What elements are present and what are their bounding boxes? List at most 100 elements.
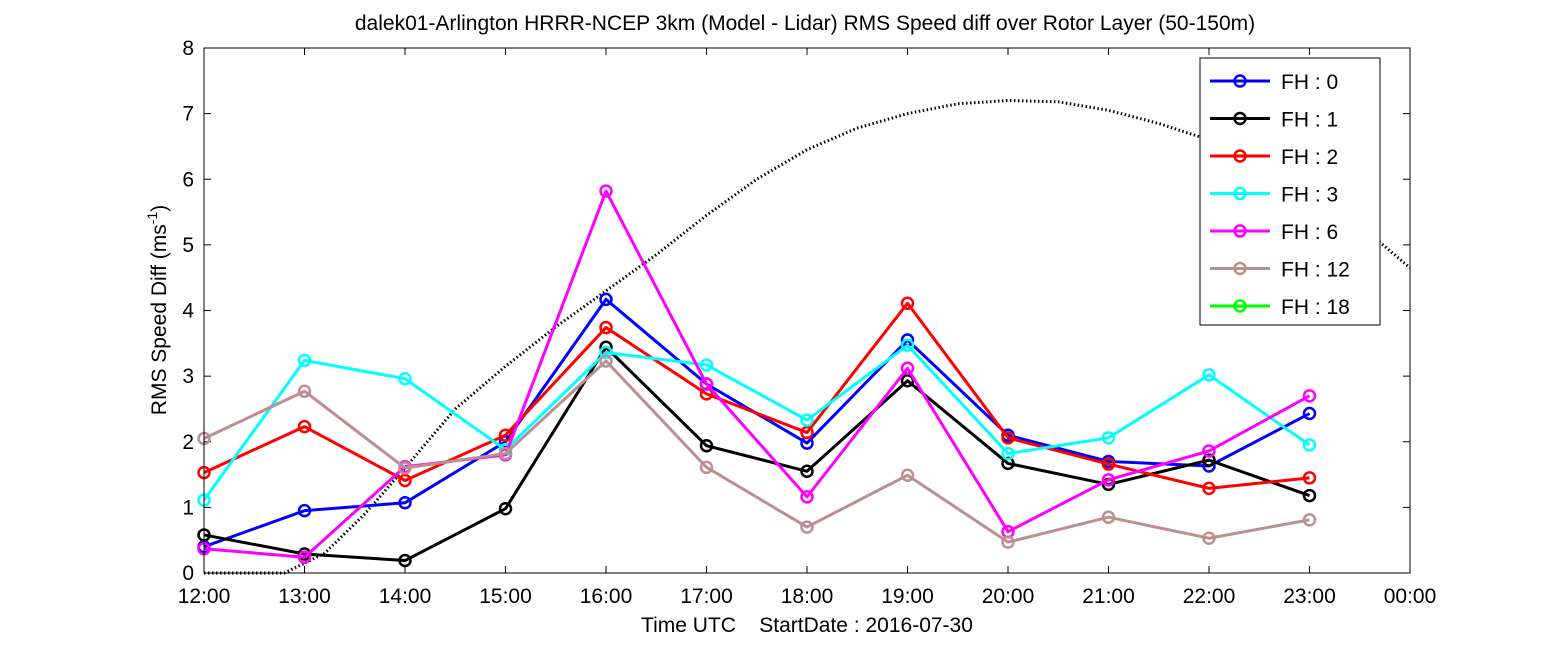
x-axis-label: Time UTC StartDate : 2016-07-30 [641, 614, 973, 637]
x-tick-label: 22:00 [1183, 585, 1236, 608]
y-tick-label: 6 [182, 168, 194, 191]
data-point [800, 464, 814, 479]
data-point [498, 446, 513, 461]
data-point [297, 550, 312, 564]
legend-label: FH : 3 [1281, 184, 1338, 207]
series-fh-12 [197, 354, 1317, 549]
data-point [1302, 513, 1317, 527]
data-point [1202, 531, 1216, 545]
x-tick-label: 13:00 [278, 585, 331, 608]
data-point [699, 438, 714, 453]
data-point [599, 292, 613, 307]
x-tick-label: 18:00 [781, 585, 834, 608]
x-tick-label: 19:00 [881, 585, 934, 608]
data-point [1202, 481, 1216, 496]
series-line [203, 189, 1311, 559]
y-tick-label: 7 [182, 103, 194, 126]
data-point [297, 384, 312, 398]
legend-label: FH : 6 [1281, 221, 1338, 244]
legend-marker [1233, 111, 1247, 126]
data-point [800, 490, 814, 504]
x-tick-label: 21:00 [1082, 585, 1135, 608]
data-point [1001, 431, 1015, 445]
series-line [203, 359, 1310, 544]
series-group [197, 184, 1317, 568]
data-point [900, 296, 915, 311]
data-point [900, 468, 915, 482]
legend-label: FH : 12 [1281, 259, 1350, 282]
data-point [1001, 446, 1015, 461]
y-axis-label: RMS Speed Diff (ms-1) [144, 205, 171, 415]
data-point [1302, 438, 1317, 452]
legend-marker [1233, 74, 1247, 88]
data-point [699, 460, 714, 475]
data-point [599, 184, 613, 198]
data-point [297, 353, 312, 368]
legend-label: FH : 1 [1281, 109, 1338, 132]
data-point [800, 425, 814, 440]
legend-marker [1233, 224, 1247, 238]
data-point [498, 501, 513, 516]
x-tick-label: 00:00 [1384, 585, 1437, 608]
series-line [203, 301, 1310, 490]
data-point [599, 345, 613, 360]
legend-marker [1233, 299, 1247, 313]
x-tick-label: 16:00 [580, 585, 633, 608]
data-point [1302, 471, 1317, 485]
data-point [699, 377, 714, 391]
y-tick-label: 1 [182, 496, 194, 519]
y-axis-label-end: ) [148, 205, 171, 212]
data-point [1302, 406, 1317, 421]
legend-marker [1233, 261, 1247, 276]
y-tick-label: 2 [182, 431, 194, 454]
data-point [297, 419, 312, 434]
data-point [699, 358, 714, 372]
data-point [599, 320, 613, 335]
data-point [297, 503, 312, 518]
y-tick-label: 4 [182, 300, 194, 323]
legend-marker [1233, 186, 1247, 201]
y-tick-label: 0 [182, 562, 194, 585]
data-point [1101, 457, 1116, 471]
data-point [900, 338, 915, 353]
legend-marker [1233, 149, 1247, 163]
data-point [1202, 368, 1216, 382]
data-point [800, 520, 814, 534]
legend-label: FH : 2 [1281, 146, 1338, 169]
data-point [800, 413, 814, 427]
x-tick-label: 17:00 [680, 585, 733, 608]
y-tick-label: 3 [182, 365, 194, 388]
data-point [398, 473, 412, 488]
axes: 12:00 13:00 14:00 15:00 16:00 17:00 18:00 19:00… [178, 37, 1437, 608]
x-tick-label: 15:00 [479, 585, 532, 608]
legend-label: FH : 18 [1281, 296, 1350, 319]
data-point [398, 553, 412, 568]
legend-label: FH : 0 [1281, 71, 1338, 94]
chart-title: dalek01-Arlington HRRR-NCEP 3km (Model -… [355, 12, 1255, 35]
series-line [202, 343, 1311, 502]
legend-box [1199, 57, 1381, 326]
data-point [1101, 431, 1116, 445]
data-point [900, 373, 915, 388]
data-point [1101, 510, 1116, 524]
data-point [398, 496, 412, 510]
x-tick-label: 14:00 [379, 585, 432, 608]
legend: FH : 0 FH : 1 FH : 2 FH : 3 FH : 6 FH : 12 FH … [1199, 57, 1381, 326]
data-point [1202, 453, 1216, 467]
series-fh-3 [197, 338, 1317, 507]
data-point [1302, 389, 1317, 403]
x-tick-label: 23:00 [1283, 585, 1336, 608]
plot-frame [203, 47, 1411, 574]
data-point [398, 461, 412, 475]
data-point [900, 361, 915, 375]
x-tick-label: 20:00 [982, 585, 1035, 608]
data-point [398, 372, 412, 386]
data-point [1302, 488, 1317, 503]
data-point [1101, 473, 1116, 487]
y-tick-label: 8 [182, 37, 194, 60]
data-point [1001, 535, 1015, 549]
x-tick-label: 12:00 [178, 585, 231, 608]
y-tick-label: 5 [182, 234, 194, 257]
data-point [599, 354, 613, 368]
